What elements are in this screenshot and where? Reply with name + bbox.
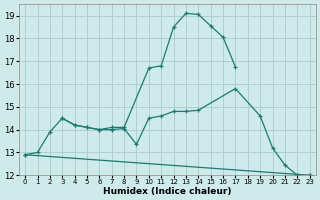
X-axis label: Humidex (Indice chaleur): Humidex (Indice chaleur) xyxy=(103,187,232,196)
